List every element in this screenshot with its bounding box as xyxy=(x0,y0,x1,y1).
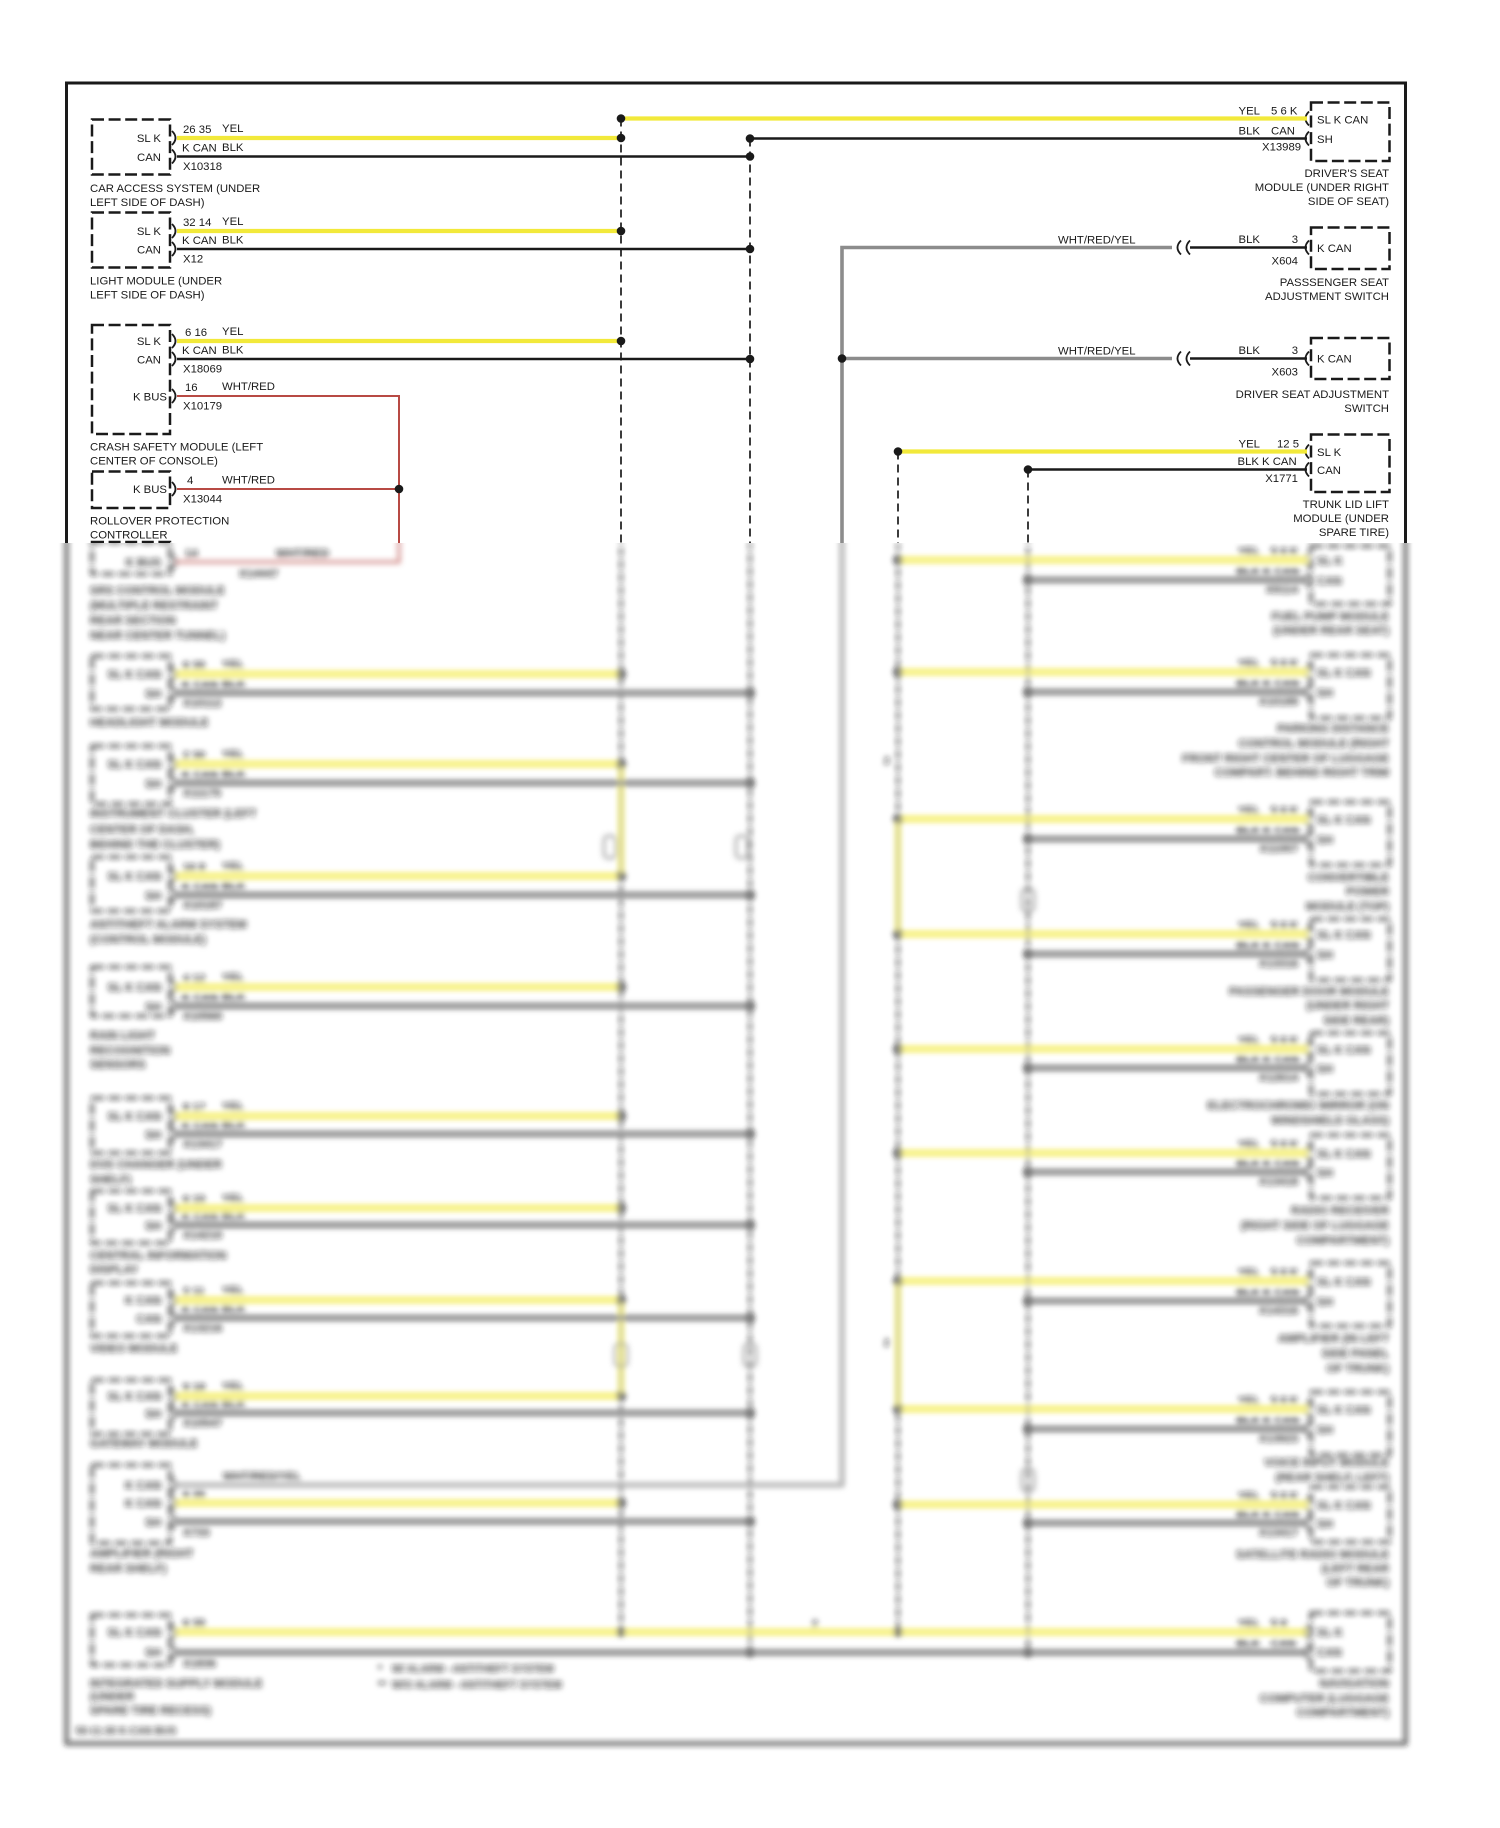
svg-text:X13989: X13989 xyxy=(1262,142,1301,154)
svg-text:16: 16 xyxy=(185,382,198,394)
svg-text:K BUS: K BUS xyxy=(133,392,167,404)
svg-text:3: 3 xyxy=(1292,234,1298,246)
svg-text:26 35: 26 35 xyxy=(183,124,211,136)
svg-text:4: 4 xyxy=(187,475,193,487)
svg-text:SL K: SL K xyxy=(1317,447,1342,459)
svg-text:X603: X603 xyxy=(1272,367,1299,379)
svg-text:CENTER OF CONSOLE): CENTER OF CONSOLE) xyxy=(90,456,218,468)
svg-text:12 5: 12 5 xyxy=(1277,439,1299,451)
svg-text:DRIVER'S SEAT: DRIVER'S SEAT xyxy=(1304,168,1389,180)
svg-text:BLK: BLK xyxy=(222,345,244,357)
svg-text:WHT/RED: WHT/RED xyxy=(222,475,275,487)
svg-text:K CAN: K CAN xyxy=(182,143,217,155)
svg-text:SPARE TIRE): SPARE TIRE) xyxy=(1319,527,1389,539)
svg-text:SL K: SL K xyxy=(137,336,162,348)
svg-text:CAN: CAN xyxy=(137,355,161,367)
svg-text:5 6 K: 5 6 K xyxy=(1271,106,1298,118)
svg-text:BLK: BLK xyxy=(1238,456,1260,468)
svg-text:BLK: BLK xyxy=(1239,345,1261,357)
svg-text:CAN: CAN xyxy=(1317,465,1341,477)
svg-text:SL K: SL K xyxy=(137,133,162,145)
svg-text:X12: X12 xyxy=(183,254,203,266)
svg-text:YEL: YEL xyxy=(1239,106,1260,118)
svg-text:SWITCH: SWITCH xyxy=(1344,403,1389,415)
svg-text:6 16: 6 16 xyxy=(185,327,207,339)
svg-text:BLK: BLK xyxy=(222,235,244,247)
svg-text:YEL: YEL xyxy=(222,216,243,228)
svg-text:CAN: CAN xyxy=(137,245,161,257)
svg-text:K CAN: K CAN xyxy=(1317,354,1352,366)
svg-text:BLK: BLK xyxy=(222,142,244,154)
svg-text:LEFT SIDE OF DASH): LEFT SIDE OF DASH) xyxy=(90,290,205,302)
svg-text:LEFT SIDE OF DASH): LEFT SIDE OF DASH) xyxy=(90,197,205,209)
svg-text:X10318: X10318 xyxy=(183,161,222,173)
svg-text:WHT/RED/YEL: WHT/RED/YEL xyxy=(1058,346,1136,358)
svg-text:YEL: YEL xyxy=(222,123,243,135)
svg-text:K CAN: K CAN xyxy=(1317,243,1352,255)
svg-text:K CAN: K CAN xyxy=(182,345,217,357)
svg-text:SL K CAN: SL K CAN xyxy=(1317,115,1368,127)
svg-text:WHT/RED: WHT/RED xyxy=(222,381,275,393)
svg-text:K CAN: K CAN xyxy=(1262,456,1297,468)
svg-text:YEL: YEL xyxy=(1239,439,1260,451)
svg-text:ADJUSTMENT SWITCH: ADJUSTMENT SWITCH xyxy=(1265,291,1389,303)
svg-text:CAN: CAN xyxy=(137,152,161,164)
svg-text:PASSSENGER SEAT: PASSSENGER SEAT xyxy=(1280,277,1389,289)
svg-text:ROLLOVER PROTECTION: ROLLOVER PROTECTION xyxy=(90,516,229,528)
svg-text:MODULE (UNDER RIGHT: MODULE (UNDER RIGHT xyxy=(1255,182,1389,194)
svg-text:CAN: CAN xyxy=(1271,126,1295,138)
svg-text:SH: SH xyxy=(1317,134,1333,146)
svg-text:CONTROLLER: CONTROLLER xyxy=(90,530,168,542)
svg-text:X604: X604 xyxy=(1272,256,1299,268)
svg-text:SIDE OF SEAT): SIDE OF SEAT) xyxy=(1308,196,1389,208)
svg-text:X13044: X13044 xyxy=(183,494,222,506)
svg-text:BLK: BLK xyxy=(1239,234,1261,246)
svg-text:3: 3 xyxy=(1292,345,1298,357)
svg-text:X1771: X1771 xyxy=(1265,473,1298,485)
svg-text:CRASH SAFETY MODULE (LEFT: CRASH SAFETY MODULE (LEFT xyxy=(90,442,263,454)
svg-text:X10179: X10179 xyxy=(183,401,222,413)
svg-text:SL K: SL K xyxy=(137,226,162,238)
svg-text:LIGHT MODULE (UNDER: LIGHT MODULE (UNDER xyxy=(90,276,222,288)
svg-text:K BUS: K BUS xyxy=(133,484,167,496)
svg-text:TRUNK LID LIFT: TRUNK LID LIFT xyxy=(1303,499,1389,511)
svg-text:CAR ACCESS SYSTEM (UNDER: CAR ACCESS SYSTEM (UNDER xyxy=(90,183,260,195)
svg-text:DRIVER SEAT ADJUSTMENT: DRIVER SEAT ADJUSTMENT xyxy=(1236,389,1389,401)
svg-text:K CAN: K CAN xyxy=(182,235,217,247)
svg-text:BLK: BLK xyxy=(1239,126,1261,138)
svg-text:WHT/RED/YEL: WHT/RED/YEL xyxy=(1058,235,1136,247)
svg-text:YEL: YEL xyxy=(222,326,243,338)
svg-text:X18069: X18069 xyxy=(183,364,222,376)
svg-text:32 14: 32 14 xyxy=(183,217,211,229)
svg-text:MODULE (UNDER: MODULE (UNDER xyxy=(1293,513,1389,525)
